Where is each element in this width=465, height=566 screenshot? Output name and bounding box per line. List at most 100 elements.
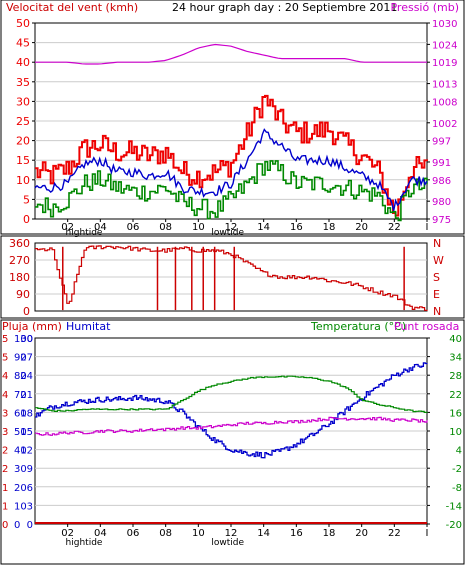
climate-xtick-label: 18 bbox=[323, 528, 336, 539]
climate-xtick-label: 04 bbox=[94, 528, 107, 539]
wind-xtick-label: 22 bbox=[388, 222, 401, 233]
pressure-ytick-label: 1008 bbox=[432, 97, 457, 108]
humidity-ytick-label: 60 bbox=[14, 408, 27, 419]
humidity-ytick-label: 70 bbox=[14, 390, 27, 401]
temperature-axis-title: Temperatura (°C) bbox=[310, 320, 406, 333]
humidity-series-line bbox=[35, 362, 428, 459]
pressure-ytick-label: 1024 bbox=[432, 40, 457, 51]
wind-ytick-label: 15 bbox=[16, 154, 30, 167]
rain-ytick-label: 4 bbox=[2, 390, 8, 401]
direction-ytick-label: 0 bbox=[23, 305, 30, 318]
wind-ytick-label: 25 bbox=[16, 115, 30, 128]
rain-ytick-label: 5 bbox=[2, 353, 8, 364]
direction-compass-label: E bbox=[433, 288, 440, 301]
wind-ytick-label: 10 bbox=[16, 174, 30, 187]
rain-ytick-label: 0 bbox=[2, 520, 8, 531]
pressure-ytick-label: 1002 bbox=[432, 119, 457, 130]
wind-ytick-label: 5 bbox=[23, 193, 30, 206]
temperature-ytick-label: -2 bbox=[452, 464, 462, 475]
direction-compass-label: N bbox=[433, 237, 441, 250]
pressure-ytick-label: 1030 bbox=[432, 19, 457, 30]
humidity-ytick-label: 100 bbox=[14, 334, 33, 345]
temperature-ytick-label: 4 bbox=[456, 446, 462, 457]
climate-xtick-label: 06 bbox=[127, 528, 140, 539]
humidity-ytick-label: 0 bbox=[14, 520, 20, 531]
climate-xtick-label: 20 bbox=[355, 528, 368, 539]
humidity-inner-tick-label: 3 bbox=[27, 501, 33, 512]
rain-ytick-label: 3 bbox=[2, 427, 8, 438]
temperature-ytick-label: 10 bbox=[449, 427, 462, 438]
wind-xtick-label: 14 bbox=[257, 222, 270, 233]
rain-axis-title: Pluja (mm) bbox=[2, 320, 62, 333]
wind-axis-title: Velocitat del vent (kmh) bbox=[6, 1, 138, 14]
humidity-ytick-label: 80 bbox=[14, 371, 27, 382]
lowtide-label-bottom: lowtide bbox=[211, 538, 244, 548]
rain-ytick-label: 3 bbox=[2, 408, 8, 419]
wind-xtick-label: 16 bbox=[290, 222, 303, 233]
pressure-ytick-label: 980 bbox=[432, 197, 451, 208]
humidity-ytick-label: 10 bbox=[14, 501, 27, 512]
wind-xtick-label: 10 bbox=[192, 222, 205, 233]
wind-ytick-label: 20 bbox=[16, 135, 30, 148]
rain-ytick-label: 5 bbox=[2, 334, 8, 345]
pressure-ytick-label: 986 bbox=[432, 176, 451, 187]
wind-xtick-label: 20 bbox=[355, 222, 368, 233]
rain-ytick-label: 2 bbox=[2, 446, 8, 457]
direction-compass-label: N bbox=[433, 305, 441, 318]
climate-xtick-label: 12 bbox=[225, 528, 238, 539]
dewpoint-series-line bbox=[35, 416, 428, 436]
climate-xtick-label: 02 bbox=[61, 528, 74, 539]
climate-panel-frame bbox=[0, 319, 465, 565]
pressure-ytick-label: 997 bbox=[432, 137, 451, 148]
rain-ytick-label: 2 bbox=[2, 464, 8, 475]
wind-ytick-label: 40 bbox=[16, 56, 30, 69]
humidity-ytick-label: 50 bbox=[14, 427, 27, 438]
climate-xtick-label: 14 bbox=[257, 528, 270, 539]
temperature-ytick-label: -8 bbox=[452, 483, 462, 494]
pressure-series-line bbox=[35, 43, 427, 65]
pressure-ytick-label: 1019 bbox=[432, 58, 457, 69]
wind-ytick-label: 0 bbox=[23, 213, 30, 226]
humidity-inner-tick-label: 27 bbox=[20, 353, 33, 364]
direction-panel-frame bbox=[0, 235, 465, 319]
temperature-ytick-label: -14 bbox=[446, 501, 462, 512]
humidity-axis-title: Humitat bbox=[66, 320, 111, 333]
low-series-line bbox=[35, 160, 428, 222]
temperature-ytick-label: 16 bbox=[449, 408, 462, 419]
wind-xtick-label: 08 bbox=[159, 222, 172, 233]
humidity-inner-tick-label: 0 bbox=[27, 520, 33, 531]
humidity-inner-tick-label: 24 bbox=[20, 371, 33, 382]
wind-xtick-label: 04 bbox=[94, 222, 107, 233]
pressure-ytick-label: 975 bbox=[432, 215, 451, 226]
wind-ytick-label: 30 bbox=[16, 95, 30, 108]
direction-series-line bbox=[35, 245, 428, 311]
climate-xtick-label: 08 bbox=[159, 528, 172, 539]
wind-ytick-label: 35 bbox=[16, 76, 30, 89]
rain-ytick-label: 1 bbox=[2, 483, 8, 494]
humidity-ytick-label: 40 bbox=[14, 446, 27, 457]
direction-compass-label: W bbox=[433, 254, 444, 267]
rain-ytick-label: 1 bbox=[2, 501, 8, 512]
climate-xtick-label: 22 bbox=[388, 528, 401, 539]
pressure-ytick-label: 991 bbox=[432, 158, 451, 169]
humidity-inner-tick-label: 30 bbox=[20, 334, 33, 345]
humidity-ytick-label: 90 bbox=[14, 353, 27, 364]
humidity-ytick-label: 20 bbox=[14, 483, 27, 494]
humidity-inner-tick-label: 6 bbox=[27, 483, 33, 494]
wind-ytick-label: 45 bbox=[16, 37, 30, 50]
gust-series-line bbox=[35, 94, 428, 217]
humidity-inner-tick-label: 15 bbox=[20, 427, 33, 438]
wind-xtick-label: I bbox=[426, 222, 429, 233]
direction-ytick-label: 180 bbox=[9, 271, 30, 284]
direction-ytick-label: 270 bbox=[9, 254, 30, 267]
wind-xtick-label: 18 bbox=[323, 222, 336, 233]
temperature-ytick-label: 34 bbox=[449, 353, 462, 364]
temperature-ytick-label: 22 bbox=[449, 390, 462, 401]
chart-title: 24 hour graph day : 20 Septiembre 2011 bbox=[172, 1, 397, 14]
humidity-inner-tick-label: 9 bbox=[27, 464, 33, 475]
climate-xtick-label: I bbox=[426, 528, 429, 539]
hightide-label-bottom: hightide bbox=[66, 538, 103, 548]
temperature-ytick-label: 40 bbox=[449, 334, 462, 345]
